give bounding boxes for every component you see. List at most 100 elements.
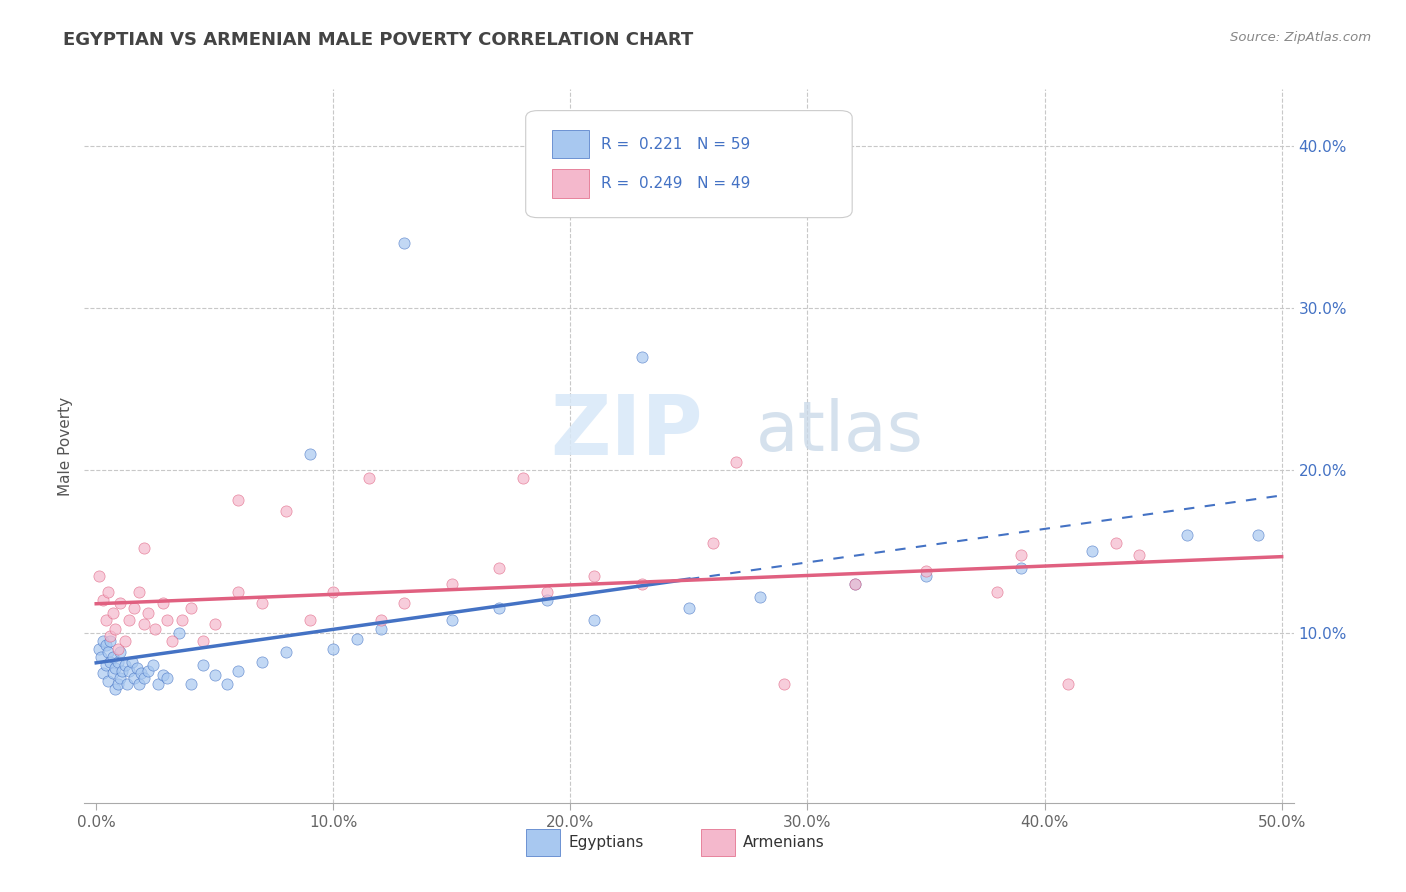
Point (274, 504, 297, 518)
Text: atlas: atlas (755, 398, 924, 466)
Point (97, 585, 120, 599)
Point (702, 536, 724, 550)
Point (87, 641, 110, 656)
Point (156, 613, 179, 627)
Point (678, 601, 700, 615)
Point (94, 657, 117, 672)
Point (250, 596, 273, 610)
Point (145, 622, 167, 636)
Point (91, 633, 114, 648)
Point (125, 661, 148, 675)
Point (322, 641, 344, 656)
Point (167, 625, 190, 640)
FancyBboxPatch shape (553, 130, 589, 159)
FancyBboxPatch shape (526, 111, 852, 218)
Text: R =  0.221   N = 59: R = 0.221 N = 59 (600, 136, 749, 152)
Point (1010, 548, 1032, 562)
Y-axis label: Male Poverty: Male Poverty (58, 396, 73, 496)
Point (772, 677, 794, 691)
Point (298, 447, 321, 461)
Point (115, 677, 138, 691)
Point (132, 671, 155, 685)
Point (915, 568, 938, 582)
Text: ZIP: ZIP (550, 392, 703, 472)
Point (100, 655, 122, 669)
Point (122, 671, 145, 685)
Point (108, 645, 131, 659)
Point (152, 667, 174, 681)
Point (440, 577, 463, 591)
FancyBboxPatch shape (553, 169, 589, 198)
Point (1247, 528, 1270, 542)
Point (138, 606, 160, 620)
Point (228, 492, 250, 507)
Point (1175, 528, 1198, 542)
Point (180, 601, 202, 615)
Point (440, 613, 463, 627)
Point (215, 677, 238, 691)
Point (104, 661, 127, 675)
Point (111, 665, 134, 679)
Point (90, 649, 112, 664)
Point (191, 657, 214, 672)
Point (630, 577, 652, 591)
Point (1057, 677, 1080, 691)
Text: Source: ZipAtlas.com: Source: ZipAtlas.com (1230, 31, 1371, 45)
FancyBboxPatch shape (702, 830, 735, 856)
Point (1128, 548, 1150, 562)
Point (138, 665, 160, 679)
Point (104, 622, 127, 636)
Point (107, 677, 129, 691)
Point (114, 633, 136, 648)
Point (101, 606, 124, 620)
Point (128, 677, 150, 691)
Point (100, 633, 122, 648)
Point (118, 665, 141, 679)
Point (152, 596, 174, 610)
Point (142, 657, 165, 672)
Point (630, 350, 652, 364)
Point (160, 633, 183, 648)
Point (322, 585, 344, 599)
Point (725, 455, 748, 469)
Point (488, 560, 510, 574)
Text: R =  0.249   N = 49: R = 0.249 N = 49 (600, 176, 749, 191)
Point (128, 585, 150, 599)
Point (370, 613, 392, 627)
Point (94, 639, 117, 653)
Point (1105, 536, 1128, 550)
Point (132, 541, 155, 556)
Point (146, 677, 169, 691)
Point (156, 671, 179, 685)
Point (204, 667, 226, 681)
Point (122, 601, 145, 615)
Point (1081, 544, 1104, 558)
Point (394, 596, 416, 610)
Point (107, 655, 129, 669)
Point (844, 577, 866, 591)
Point (536, 593, 558, 607)
Point (394, 236, 416, 251)
Point (91, 666, 114, 681)
Point (101, 666, 124, 681)
Point (121, 655, 143, 669)
Point (114, 657, 136, 672)
Point (180, 677, 202, 691)
Point (129, 666, 152, 681)
Point (118, 613, 141, 627)
Point (104, 682, 127, 697)
Point (915, 564, 938, 578)
Point (107, 641, 129, 656)
Point (488, 601, 510, 615)
Text: Egyptians: Egyptians (568, 835, 644, 850)
Point (536, 585, 558, 599)
Point (97, 645, 120, 659)
Point (100, 629, 122, 643)
Point (250, 655, 273, 669)
Point (512, 471, 534, 485)
Point (986, 585, 1008, 599)
Point (357, 471, 380, 485)
Point (1010, 560, 1032, 574)
Point (108, 671, 131, 685)
Point (101, 649, 124, 664)
